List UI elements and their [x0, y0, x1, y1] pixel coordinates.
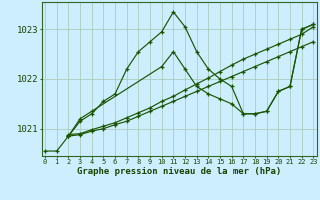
X-axis label: Graphe pression niveau de la mer (hPa): Graphe pression niveau de la mer (hPa) [77, 167, 281, 176]
